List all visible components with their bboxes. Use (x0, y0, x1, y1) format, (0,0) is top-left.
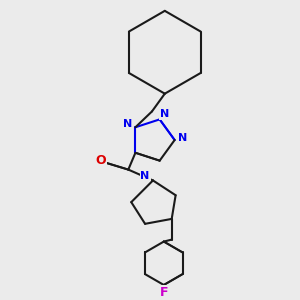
Text: O: O (95, 154, 106, 167)
Text: N: N (140, 170, 150, 181)
Text: N: N (178, 133, 187, 143)
Text: F: F (160, 286, 168, 299)
Text: N: N (123, 119, 132, 129)
Text: N: N (160, 110, 169, 119)
